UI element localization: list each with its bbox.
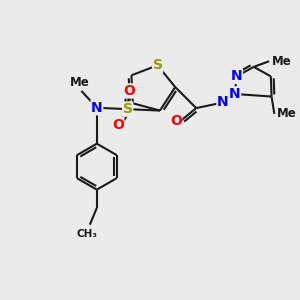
Text: O: O bbox=[112, 118, 124, 132]
Text: N: N bbox=[229, 87, 241, 101]
Text: N: N bbox=[217, 95, 229, 110]
Text: O: O bbox=[123, 84, 135, 98]
Text: N: N bbox=[91, 101, 103, 115]
Text: Me: Me bbox=[272, 55, 292, 68]
Text: Me: Me bbox=[70, 76, 90, 89]
Text: O: O bbox=[170, 114, 182, 128]
Text: N: N bbox=[231, 69, 242, 83]
Text: S: S bbox=[153, 58, 163, 72]
Text: S: S bbox=[123, 102, 133, 116]
Text: Me: Me bbox=[277, 107, 297, 120]
Text: CH₃: CH₃ bbox=[76, 229, 98, 239]
